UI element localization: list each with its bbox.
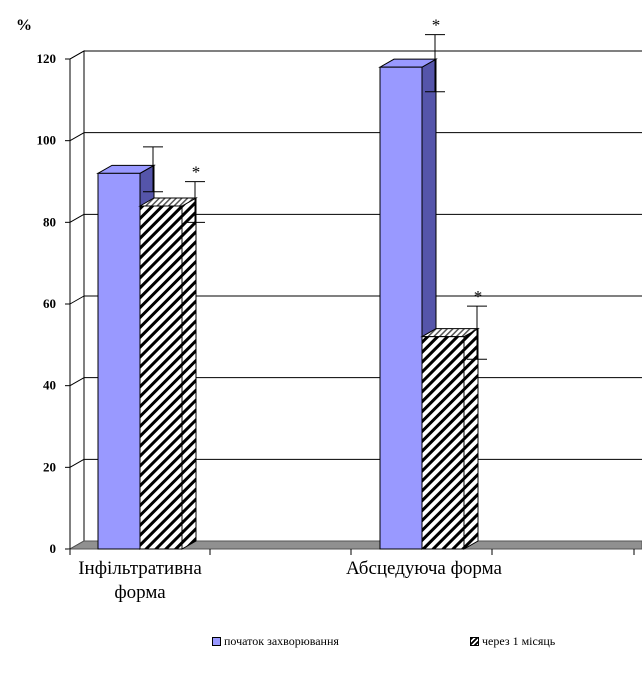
significance-mark-s1-c0: * bbox=[192, 163, 201, 182]
legend-label-onset: початок захворювання bbox=[224, 634, 339, 648]
y-tick-label-20: 20 bbox=[43, 459, 56, 474]
gridline-side-80 bbox=[69, 213, 85, 223]
legend-label-after-month: через 1 місяць bbox=[482, 634, 556, 648]
y-tick-label-100: 100 bbox=[37, 133, 57, 148]
plot-area: 0 20 40 60 80 100 120 * * * Інфільтративна форма Абс… bbox=[37, 16, 642, 603]
x-category-label-0-line-1: форма bbox=[114, 582, 166, 603]
bar-side-s1-c1 bbox=[463, 327, 479, 550]
y-tick-label-120: 120 bbox=[37, 51, 57, 66]
y-tick-label-40: 40 bbox=[43, 378, 56, 393]
bar-s0-c1 bbox=[379, 66, 423, 550]
legend-swatch-onset bbox=[212, 637, 221, 646]
bar-s1-c0 bbox=[139, 205, 183, 550]
y-tick-label-0: 0 bbox=[50, 541, 57, 556]
gridline-side-20 bbox=[69, 458, 85, 468]
gridline-side-120 bbox=[69, 50, 85, 60]
gridline-side-60 bbox=[69, 295, 85, 305]
x-category-label-1-line-0: Абсцедуюча форма bbox=[346, 558, 503, 579]
gridline-side-40 bbox=[69, 377, 85, 387]
legend: початок захворювання через 1 місяць bbox=[0, 634, 642, 658]
legend-item-onset: початок захворювання bbox=[212, 634, 339, 649]
bar-s0-c0 bbox=[97, 172, 141, 550]
y-tick-label-80: 80 bbox=[43, 214, 56, 229]
x-category-label-0-line-0: Інфільтративна bbox=[78, 558, 202, 579]
legend-swatch-after-month bbox=[470, 637, 479, 646]
y-tick-label-60: 60 bbox=[43, 296, 56, 311]
bar-s1-c1 bbox=[421, 336, 465, 550]
legend-item-after-month: через 1 місяць bbox=[470, 634, 555, 649]
significance-mark-s0-c1: * bbox=[432, 16, 441, 35]
bar-side-s1-c0 bbox=[181, 197, 197, 550]
gridline-side-100 bbox=[69, 132, 85, 142]
significance-mark-s1-c1: * bbox=[474, 287, 483, 306]
y-axis-label: % bbox=[16, 17, 32, 34]
